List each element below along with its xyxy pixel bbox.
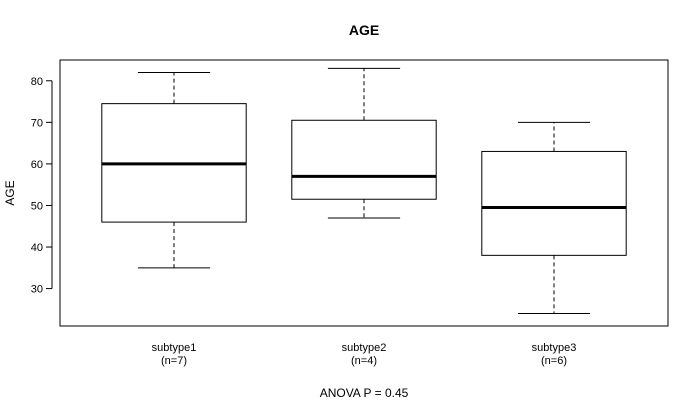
box-subtype1 [101, 71, 247, 269]
x-axis-labels: subtype1(n=7) subtype2(n=4) subtype3(n=6) [152, 342, 577, 367]
iqr-box [481, 150, 627, 256]
x-category-label: subtype3 [532, 342, 577, 354]
anova-footnote: ANOVA P = 0.45 [320, 386, 409, 400]
x-category-count: (n=7) [161, 355, 187, 367]
y-tick-label: 40 [31, 242, 43, 254]
iqr-box [291, 119, 437, 200]
y-axis-label: AGE [3, 180, 17, 205]
y-tick-label: 80 [31, 76, 43, 88]
y-axis: 30 40 50 60 70 80 [31, 76, 53, 296]
plot-frame [59, 59, 669, 327]
x-category-label: subtype1 [152, 342, 197, 354]
y-tick-label: 30 [31, 284, 43, 296]
x-category-count: (n=4) [351, 355, 377, 367]
y-tick-label: 50 [31, 200, 43, 212]
y-tick-label: 60 [31, 159, 43, 171]
x-category-count: (n=6) [541, 355, 567, 367]
box-subtype3 [481, 121, 627, 315]
box-subtype2 [291, 67, 437, 219]
chart-title: AGE [349, 22, 379, 38]
y-tick-label: 70 [31, 117, 43, 129]
x-category-label: subtype2 [342, 342, 387, 354]
boxes-group [101, 67, 627, 315]
